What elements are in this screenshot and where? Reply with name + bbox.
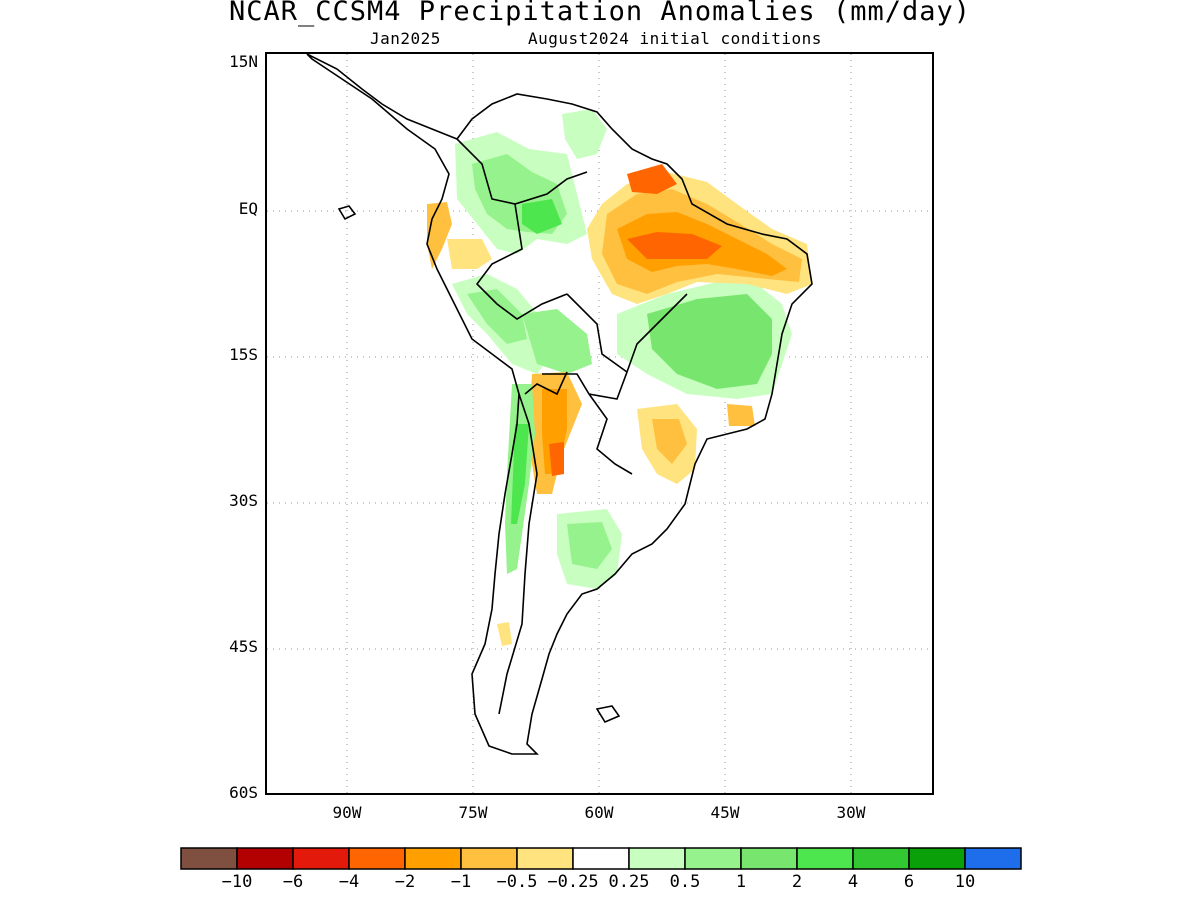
dry-area-patagonia (497, 622, 512, 646)
colorbar-swatch (404, 847, 462, 870)
lon-label-45w: 45W (710, 803, 740, 822)
wet-area-peru-core (467, 289, 527, 344)
initial-conditions: August2024 initial conditions (528, 29, 822, 48)
colorbar-label: 2 (791, 872, 803, 892)
dry-area-espirito-santo (727, 404, 755, 426)
colorbar-label: 10 (954, 872, 976, 892)
colorbar-swatch (740, 847, 798, 870)
colorbar-swatch (236, 847, 294, 870)
forecast-month: Jan2025 (370, 29, 441, 48)
colorbar-label: −10 (221, 872, 253, 892)
wet-area-colombia-peak (522, 199, 562, 234)
coastlines (306, 54, 813, 755)
south-america-coast (306, 54, 813, 755)
wet-area-chile-core (511, 424, 529, 524)
dry-area-chaco-peak (549, 442, 564, 476)
colorbar-label: 0.5 (669, 872, 701, 892)
country-borders (456, 138, 688, 715)
colorbar-label: −6 (282, 872, 304, 892)
colorbar-swatch (908, 847, 966, 870)
colorbar-swatch (964, 847, 1022, 870)
lon-label-90w: 90W (332, 803, 362, 822)
dry-area-amazon-peak (627, 232, 722, 259)
lon-label-75w: 75W (458, 803, 488, 822)
colorbar-label: 4 (847, 872, 859, 892)
lat-label-eq: EQ (238, 199, 258, 218)
map-panel (265, 52, 934, 795)
colorbar-label: −0.25 (547, 872, 599, 892)
lat-label-45s: 45S (229, 637, 258, 656)
wet-area-argentina-core (567, 522, 612, 569)
lat-label-60s: 60S (229, 783, 258, 802)
colorbar-swatch (572, 847, 630, 870)
colorbar-label: −2 (394, 872, 416, 892)
map-title: NCAR_CCSM4 Precipitation Anomalies (mm/d… (229, 0, 971, 27)
dry-area-southeast-brazil-core (652, 419, 687, 464)
gridlines (267, 54, 932, 793)
colorbar-label: 1 (735, 872, 747, 892)
lon-label-30w: 30W (836, 803, 866, 822)
colorbar-swatch (180, 847, 238, 870)
lat-label-15s: 15S (229, 345, 258, 364)
colorbar-label: −1 (450, 872, 472, 892)
dry-area-peru-north (447, 239, 492, 269)
colorbar-swatch (628, 847, 686, 870)
colorbar-swatch (516, 847, 574, 870)
galapagos-islands (337, 205, 357, 221)
dry-area-amapa (627, 164, 677, 194)
colorbar-label: −4 (338, 872, 360, 892)
colorbar-swatch (796, 847, 854, 870)
colorbar-swatch (292, 847, 350, 870)
lon-label-60w: 60W (584, 803, 614, 822)
colorbar-label: −0.5 (496, 872, 538, 892)
precipitation-map (267, 54, 932, 793)
falkland-islands (595, 705, 621, 724)
dry-area-ecuador (427, 202, 452, 269)
colorbar-swatch (852, 847, 910, 870)
anomaly-shading (427, 109, 812, 646)
wet-area-guyana (562, 109, 607, 159)
colorbar-label: 0.25 (608, 872, 650, 892)
wet-area-east-brazil-core (647, 294, 772, 389)
colorbar-swatch (684, 847, 742, 870)
colorbar-swatch (348, 847, 406, 870)
colorbar-swatch (460, 847, 518, 870)
wet-area-bolivia (522, 309, 592, 374)
lat-label-30s: 30S (229, 491, 258, 510)
lat-label-15n: 15N (229, 52, 258, 71)
colorbar (180, 847, 1022, 870)
colorbar-label: 6 (903, 872, 915, 892)
